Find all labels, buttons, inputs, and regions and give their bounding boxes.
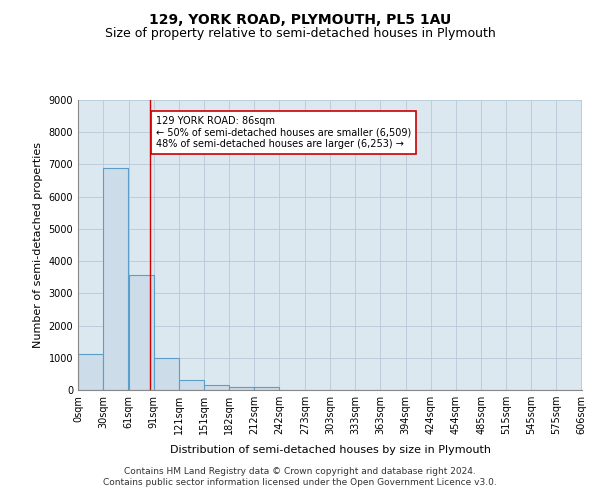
Text: 129, YORK ROAD, PLYMOUTH, PL5 1AU: 129, YORK ROAD, PLYMOUTH, PL5 1AU [149, 12, 451, 26]
Bar [103, 168, 128, 390]
Y-axis label: Number of semi-detached properties: Number of semi-detached properties [33, 142, 43, 348]
Text: Size of property relative to semi-detached houses in Plymouth: Size of property relative to semi-detach… [104, 28, 496, 40]
X-axis label: Distribution of semi-detached houses by size in Plymouth: Distribution of semi-detached houses by … [170, 446, 491, 456]
Bar [179, 380, 203, 390]
Bar [154, 358, 179, 390]
Bar [78, 354, 103, 390]
Text: 129 YORK ROAD: 86sqm
← 50% of semi-detached houses are smaller (6,509)
48% of se: 129 YORK ROAD: 86sqm ← 50% of semi-detac… [156, 116, 412, 150]
Text: Contains HM Land Registry data © Crown copyright and database right 2024.: Contains HM Land Registry data © Crown c… [124, 467, 476, 476]
Bar [129, 276, 154, 390]
Bar [203, 386, 229, 390]
Text: Contains public sector information licensed under the Open Government Licence v3: Contains public sector information licen… [103, 478, 497, 487]
Bar [229, 387, 254, 390]
Bar [254, 387, 279, 390]
